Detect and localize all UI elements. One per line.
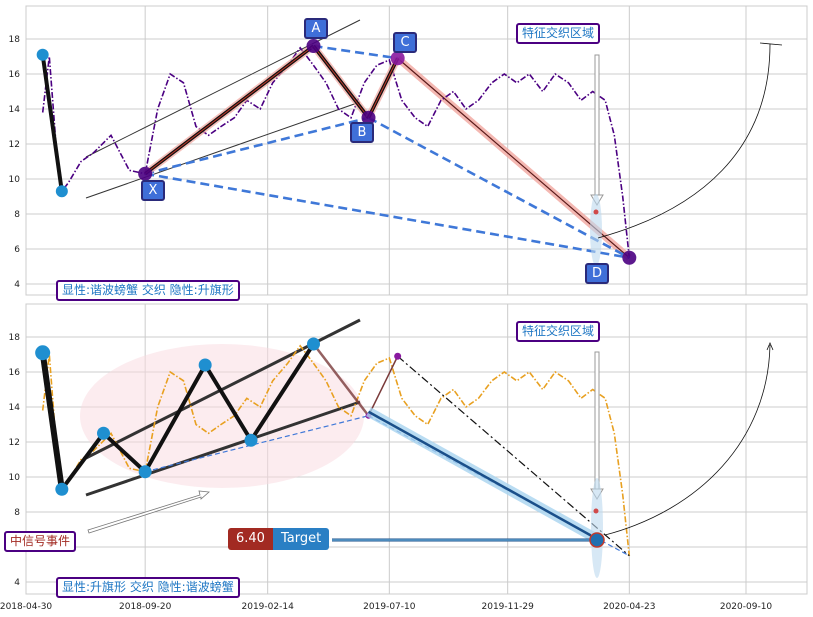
flag-zigzag bbox=[60, 342, 316, 491]
flag-channel-lower bbox=[85, 101, 361, 199]
bottom-zone-label: 特征交织区域 bbox=[516, 321, 601, 342]
point-label-b: B bbox=[350, 122, 374, 143]
hidden-leg-ab bbox=[312, 343, 370, 417]
flag-point bbox=[36, 48, 49, 61]
y-tick-label: 8 bbox=[14, 210, 20, 220]
flag-point bbox=[55, 482, 69, 496]
y-tick-label: 18 bbox=[9, 333, 21, 343]
flag-pole-top bbox=[40, 54, 64, 192]
hidden-point-c bbox=[394, 352, 402, 360]
price-series-bottom bbox=[41, 344, 631, 556]
projection-curve-bottom bbox=[604, 344, 771, 536]
panel-frame bbox=[25, 5, 808, 296]
target-point bbox=[589, 532, 605, 548]
y-tick-label: 10 bbox=[9, 473, 21, 483]
target-zone-bottom bbox=[591, 478, 603, 578]
harmonic-point bbox=[138, 166, 153, 181]
y-tick-label: 14 bbox=[9, 403, 21, 413]
y-tick-label: 16 bbox=[9, 368, 21, 378]
top-caption: 显性:谐波螃蟹 交织 隐性:升旗形 bbox=[56, 280, 240, 301]
target-dot-top bbox=[593, 209, 599, 215]
projection-leg bbox=[367, 410, 600, 542]
y-tick-label: 4 bbox=[14, 280, 20, 290]
mid-signal-arrow bbox=[87, 490, 210, 534]
harmonic-xb bbox=[144, 116, 369, 176]
flag-zone bbox=[80, 344, 364, 488]
signal-arrow-bottom bbox=[594, 351, 600, 490]
x-tick-label: 2019-07-10 bbox=[363, 602, 416, 612]
x-tick-label: 2018-09-20 bbox=[119, 602, 172, 612]
x-tick-label: 2020-04-23 bbox=[603, 602, 655, 612]
flag-point bbox=[35, 345, 51, 361]
hidden-leg-bc bbox=[367, 355, 399, 417]
y-tick-label: 10 bbox=[9, 175, 21, 185]
projection-tip-top bbox=[759, 42, 783, 46]
point-label-c: C bbox=[393, 32, 417, 53]
bottom-caption: 显性:升旗形 交织 隐性:谐波螃蟹 bbox=[56, 577, 240, 598]
flag-point bbox=[55, 185, 68, 198]
mid-signal-label: 中信号事件 bbox=[4, 531, 77, 552]
harmonic-leg-core bbox=[368, 58, 399, 118]
signal-arrow-top bbox=[594, 54, 600, 196]
flag-point bbox=[138, 465, 152, 479]
x-tick-label: 2019-02-14 bbox=[242, 602, 295, 612]
projection-arrowhead-bottom bbox=[766, 341, 774, 351]
flag-channel-lower-bottom bbox=[85, 400, 361, 497]
harmonic-point bbox=[622, 250, 637, 265]
harmonic-point bbox=[390, 51, 405, 66]
point-label-x: X bbox=[141, 180, 165, 201]
harmonic-xd bbox=[144, 172, 630, 260]
y-tick-label: 18 bbox=[9, 35, 21, 45]
target-zone-top bbox=[590, 194, 602, 266]
y-tick-label: 6 bbox=[14, 245, 20, 255]
hidden-leg-xb bbox=[145, 415, 369, 473]
price-series-top bbox=[41, 46, 631, 258]
x-tick-label: 2018-04-30 bbox=[0, 602, 52, 612]
harmonic-leg-core bbox=[144, 45, 314, 175]
harmonic-leg-core bbox=[313, 45, 369, 119]
top-zone-label: 特征交织区域 bbox=[516, 23, 601, 44]
flag-point bbox=[307, 337, 320, 351]
target-value: 6.40 bbox=[228, 528, 273, 550]
y-tick-label: 8 bbox=[14, 508, 20, 518]
flag-point bbox=[97, 426, 110, 440]
harmonic-bd bbox=[367, 116, 630, 259]
x-tick-label: 2020-09-10 bbox=[720, 602, 773, 612]
harmonic-point bbox=[361, 110, 376, 125]
harmonic-ac bbox=[313, 44, 398, 60]
point-label-a: A bbox=[304, 18, 328, 39]
flag-point bbox=[198, 358, 212, 372]
y-tick-label: 14 bbox=[9, 105, 21, 115]
projection-curve-top bbox=[597, 43, 771, 239]
hidden-leg-cd bbox=[397, 355, 630, 557]
y-tick-label: 4 bbox=[14, 578, 20, 588]
point-label-d: D bbox=[585, 263, 609, 284]
y-tick-label: 12 bbox=[9, 140, 20, 150]
y-tick-label: 12 bbox=[9, 438, 20, 448]
target-label: Target bbox=[272, 528, 330, 550]
target-badge: 6.40 Target bbox=[228, 528, 330, 550]
harmonic-point bbox=[306, 39, 321, 53]
x-tick-label: 2019-11-29 bbox=[482, 602, 535, 612]
flag-point bbox=[244, 433, 258, 447]
y-tick-label: 16 bbox=[9, 70, 21, 80]
target-dot-bottom bbox=[593, 508, 599, 514]
flag-pole-bottom bbox=[39, 352, 65, 490]
